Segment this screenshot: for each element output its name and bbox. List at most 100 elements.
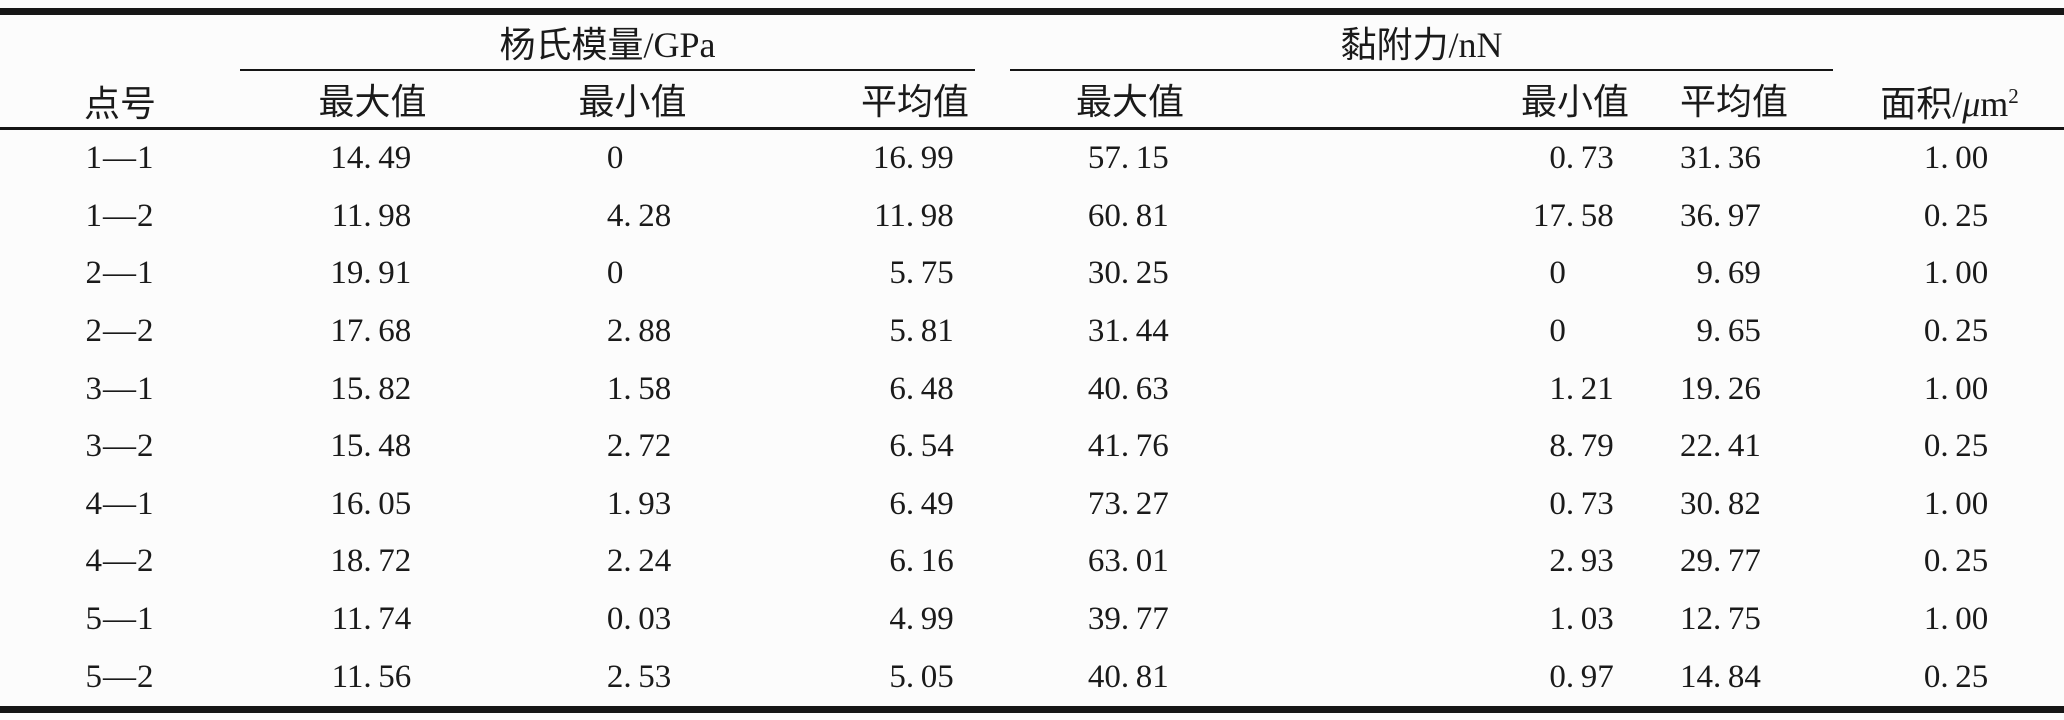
cell-f-max: 40. 81 [1010,648,1440,709]
cell-e-max: 19. 91 [240,245,505,303]
point-id: 2—1 [85,255,155,292]
numeric-value: 29. 77 [1680,543,1761,580]
cell-f-min: 17. 58 [1440,188,1680,246]
table-row: 3—2 15. 48 2. 72 6. 54 41. 76 8. 79 22. 41 0. 25 [0,418,2064,476]
table-row: 4—2 18. 72 2. 24 6. 16 63. 01 2. 93 29. 77 0. 25 [0,533,2064,591]
cell-f-avg: 29. 77 [1680,533,1835,591]
cell-f-max: 41. 76 [1010,418,1440,476]
numeric-value: 1. 21 [1549,370,1614,407]
cell-e-max: 15. 82 [240,360,505,418]
numeric-value: 1. 00 [1923,370,1989,407]
cell-f-max: 30. 25 [1010,245,1440,303]
cell-e-max: 17. 68 [240,303,505,361]
cell-f-min: 0. 73 [1440,129,1680,188]
numeric-value: 4. 99 [889,601,954,638]
cell-e-avg: 16. 99 [760,129,1010,188]
point-id: 1—1 [85,140,155,177]
cell-e-min: 2. 88 [505,303,760,361]
numeric-value: 40. 81 [1087,658,1169,695]
group-header-youngs-modulus-label: 杨氏模量/GPa [499,25,716,65]
cell-e-max: 15. 48 [240,418,505,476]
point-id: 4—2 [85,543,155,580]
cell-f-max: 63. 01 [1010,533,1440,591]
cell-f-max: 57. 15 [1010,129,1440,188]
numeric-value: 1. 00 [1923,485,1989,522]
numeric-value: 0. 25 [1923,658,1989,695]
cell-e-max: 11. 56 [240,648,505,709]
numeric-value: 31. 36 [1680,140,1761,177]
numeric-value: 6. 16 [889,543,954,580]
numeric-value: 17. 68 [330,313,412,350]
numeric-value: 0 [1549,255,1566,292]
table-body: 1—1 14. 49 0 16. 99 57. 15 0. 73 31. 36 1. 00 1—2 11. 98… [0,129,2064,710]
point-id: 3—1 [85,370,155,407]
numeric-value: 9. 69 [1696,255,1761,292]
numeric-value: 39. 77 [1087,601,1169,638]
cell-point: 2—2 [0,303,240,361]
cell-point: 3—2 [0,418,240,476]
numeric-value: 0. 25 [1923,428,1989,465]
numeric-value: 11. 98 [874,197,954,234]
numeric-value: 18. 72 [330,543,412,580]
numeric-value: 6. 48 [889,370,954,407]
numeric-value: 0. 25 [1923,543,1989,580]
numeric-value: 1. 00 [1923,140,1989,177]
cell-point: 5—1 [0,591,240,649]
cell-area: 1. 00 [1835,129,2064,188]
cell-e-avg: 11. 98 [760,188,1010,246]
cell-f-min: 2. 93 [1440,533,1680,591]
cell-f-avg: 31. 36 [1680,129,1835,188]
cell-e-max: 18. 72 [240,533,505,591]
numeric-value: 6. 49 [889,485,954,522]
cell-area: 1. 00 [1835,476,2064,534]
numeric-value: 31. 44 [1087,313,1169,350]
numeric-value: 6. 54 [889,428,954,465]
cell-e-min: 2. 53 [505,648,760,709]
numeric-value: 14. 49 [330,140,412,177]
table-row: 5—2 11. 56 2. 53 5. 05 40. 81 0. 97 14. 84 0. 25 [0,648,2064,709]
numeric-value: 1. 93 [606,485,672,522]
cell-area: 1. 00 [1835,591,2064,649]
cell-area: 1. 00 [1835,360,2064,418]
numeric-value: 40. 63 [1087,370,1169,407]
col-header-area: 面积/μm2 [1835,11,2064,130]
cell-e-avg: 6. 54 [760,418,1010,476]
measurement-table: 点号 杨氏模量/GPa 黏附力/nN 面积/μm2 最大值 最小值 平均值 最大… [0,8,2064,713]
cell-e-avg: 6. 49 [760,476,1010,534]
numeric-value: 22. 41 [1680,428,1761,465]
numeric-value: 12. 75 [1680,601,1761,638]
cell-point: 1—2 [0,188,240,246]
numeric-value: 5. 05 [889,658,954,695]
numeric-value: 0. 73 [1549,140,1614,177]
cell-f-avg: 19. 26 [1680,360,1835,418]
col-header-f-avg: 平均值 [1680,71,1835,130]
cell-area: 0. 25 [1835,418,2064,476]
table-row: 1—1 14. 49 0 16. 99 57. 15 0. 73 31. 36 1. 00 [0,129,2064,188]
numeric-value: 11. 74 [331,601,412,638]
numeric-value: 2. 24 [606,543,672,580]
numeric-value: 1. 58 [606,370,672,407]
group-header-adhesion: 黏附力/nN [1010,12,1835,71]
numeric-value: 60. 81 [1087,197,1169,234]
cell-f-max: 60. 81 [1010,188,1440,246]
area-header-label: 面积/μm2 [1880,84,2019,124]
cell-point: 4—2 [0,533,240,591]
numeric-value: 2. 53 [606,658,672,695]
table-row: 2—1 19. 91 0 5. 75 30. 25 0 9. 69 1. 00 [0,245,2064,303]
col-header-point: 点号 [0,11,240,130]
cell-area: 0. 25 [1835,533,2064,591]
header-group-row: 点号 杨氏模量/GPa 黏附力/nN 面积/μm2 [0,11,2064,130]
numeric-value: 15. 48 [330,428,412,465]
cell-f-max: 31. 44 [1010,303,1440,361]
cell-f-min: 1. 21 [1440,360,1680,418]
cell-f-max: 39. 77 [1010,591,1440,649]
cell-e-min: 1. 93 [505,476,760,534]
col-header-f-max: 最大值 [1010,71,1440,130]
cell-e-avg: 4. 99 [760,591,1010,649]
cell-f-min: 8. 79 [1440,418,1680,476]
numeric-value: 0. 03 [606,601,672,638]
numeric-value: 11. 56 [331,658,412,695]
cell-f-avg: 12. 75 [1680,591,1835,649]
numeric-value: 19. 91 [330,255,412,292]
